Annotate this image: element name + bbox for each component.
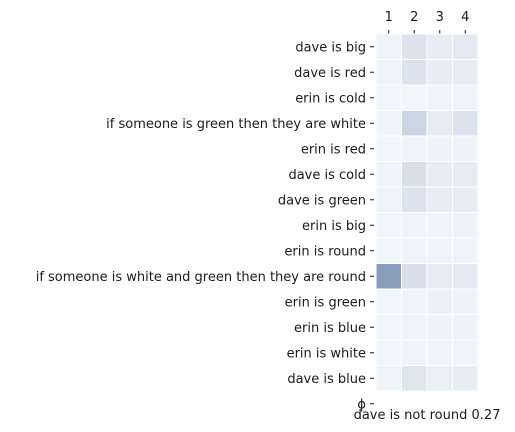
row-label: erin is green [285, 295, 366, 310]
heatmap-cell [426, 186, 453, 213]
heatmap-cell [401, 263, 428, 290]
column-label: 1 [385, 10, 393, 25]
row-label: erin is white [287, 346, 366, 361]
column-label: 3 [436, 10, 444, 25]
heatmap-cell [401, 339, 428, 366]
heatmap-cells [375, 33, 479, 392]
column-label: 2 [410, 10, 418, 25]
heatmap-cell [375, 365, 402, 392]
heatmap-cell [426, 237, 453, 264]
heatmap-cell [426, 59, 453, 86]
heatmap-cell [426, 288, 453, 315]
heatmap-cell [452, 365, 479, 392]
heatmap-cell [401, 135, 428, 162]
heatmap-cell [452, 186, 479, 213]
heatmap-cell [452, 161, 479, 188]
heatmap-cell [452, 110, 479, 137]
heatmap-cell [452, 339, 479, 366]
heatmap-cell [426, 212, 453, 239]
heatmap-cell [375, 33, 402, 60]
heatmap-cell [426, 84, 453, 111]
heatmap-cell [426, 263, 453, 290]
heatmap-cell [375, 339, 402, 366]
heatmap-cell [375, 161, 402, 188]
heatmap-cell [401, 212, 428, 239]
row-label: dave is green [278, 193, 366, 208]
heatmap-cell [426, 161, 453, 188]
chart-caption: dave is not round 0.27 [354, 408, 501, 423]
column-labels: 1 2 3 4 [385, 10, 469, 34]
heatmap-cell [401, 161, 428, 188]
row-label: dave is cold [288, 168, 366, 183]
row-label: erin is round [284, 244, 366, 259]
heatmap-cell [426, 339, 453, 366]
heatmap-cell [375, 59, 402, 86]
heatmap-cell [452, 237, 479, 264]
heatmap-cell [375, 263, 402, 290]
heatmap-cell [401, 33, 428, 60]
row-label: if someone is white and green then they … [36, 270, 366, 285]
heatmap-cell [375, 186, 402, 213]
heatmap-cell [452, 84, 479, 111]
row-label: dave is blue [287, 372, 366, 387]
heatmap-cell [426, 110, 453, 137]
heatmap-cell [452, 314, 479, 341]
heatmap-cell [452, 212, 479, 239]
row-label: erin is red [301, 142, 366, 157]
heatmap-cell [375, 237, 402, 264]
heatmap-cell [375, 314, 402, 341]
heatmap-cell [401, 365, 428, 392]
heatmap-cell [401, 84, 428, 111]
heatmap-cell [426, 33, 453, 60]
heatmap-cell [375, 110, 402, 137]
heatmap-cell [452, 263, 479, 290]
heatmap-cell [375, 212, 402, 239]
heatmap-cell [401, 237, 428, 264]
heatmap-cell [426, 135, 453, 162]
row-label: ϕ [357, 397, 366, 412]
row-label: erin is blue [294, 321, 366, 336]
heatmap-cell [401, 314, 428, 341]
row-label: erin is cold [295, 91, 366, 106]
heatmap-cell [375, 84, 402, 111]
heatmap-cell [452, 33, 479, 60]
column-label: 4 [461, 10, 469, 25]
heatmap-cell [452, 288, 479, 315]
row-labels: dave is big dave is red erin is cold if som… [36, 40, 374, 412]
row-label: if someone is green then they are white [106, 117, 366, 132]
row-label: dave is red [294, 66, 366, 81]
heatmap-cell [452, 59, 479, 86]
row-label: erin is big [302, 219, 366, 234]
heatmap-cell [401, 288, 428, 315]
heatmap-cell [426, 365, 453, 392]
heatmap-cell [426, 314, 453, 341]
heatmap-cell [375, 135, 402, 162]
heatmap-cell [452, 135, 479, 162]
heatmap-cell [375, 288, 402, 315]
heatmap-cell [401, 186, 428, 213]
row-label: dave is big [295, 40, 366, 55]
heatmap-cell [401, 110, 428, 137]
heatmap-cell [401, 59, 428, 86]
